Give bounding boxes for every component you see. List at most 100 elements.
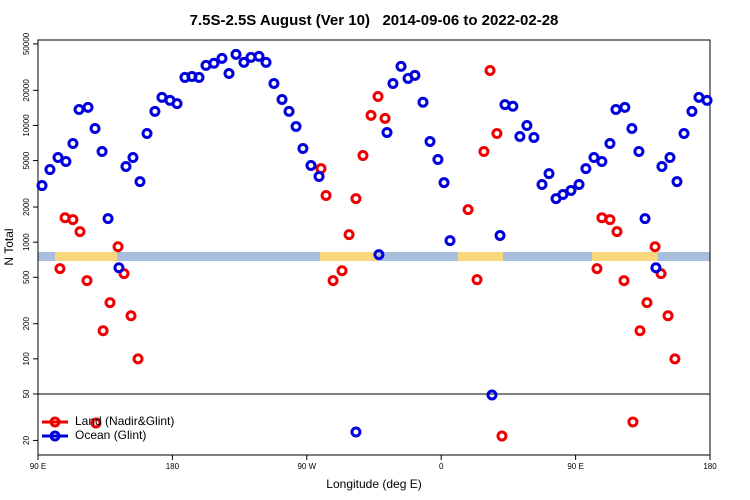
point xyxy=(662,310,674,322)
point xyxy=(67,138,79,150)
point xyxy=(260,56,272,68)
x-tick-label: 90 E xyxy=(567,462,583,471)
y-tick-label: 500 xyxy=(22,270,31,284)
point xyxy=(208,57,220,69)
point xyxy=(112,241,124,253)
legend-label: Ocean (Glint) xyxy=(75,428,146,442)
point xyxy=(478,146,490,158)
point xyxy=(305,159,317,171)
point xyxy=(701,94,713,106)
y-tick-label: 5000 xyxy=(22,151,31,169)
point xyxy=(565,185,577,197)
point xyxy=(253,50,265,62)
point xyxy=(357,149,369,161)
point xyxy=(125,310,137,322)
land-band xyxy=(55,252,117,261)
point xyxy=(686,105,698,117)
chart-title: 7.5S-2.5S August (Ver 10) 2014-09-06 to … xyxy=(190,12,559,29)
x-tick-label: 180 xyxy=(703,462,717,471)
point xyxy=(496,430,508,442)
point xyxy=(619,101,631,113)
point xyxy=(536,178,548,190)
point xyxy=(424,135,436,147)
land-band xyxy=(592,252,658,261)
y-tick-label: 20 xyxy=(22,435,31,444)
point xyxy=(671,176,683,188)
point xyxy=(611,226,623,238)
point xyxy=(543,168,555,180)
point xyxy=(350,193,362,205)
point xyxy=(649,241,661,253)
point xyxy=(327,275,339,287)
y-tick-label: 50000 xyxy=(22,32,31,55)
x-tick-label: 180 xyxy=(166,462,180,471)
point xyxy=(494,230,506,242)
point xyxy=(387,77,399,89)
point xyxy=(634,325,646,337)
land-band xyxy=(458,252,503,261)
point xyxy=(395,60,407,72)
point xyxy=(313,171,325,183)
y-axis-label: N Total xyxy=(2,228,16,265)
legend-label: Land (Nadir&Glint) xyxy=(75,414,174,428)
point xyxy=(491,127,503,139)
point xyxy=(365,109,377,121)
point xyxy=(444,235,456,247)
point xyxy=(89,122,101,134)
point xyxy=(639,213,651,225)
point xyxy=(528,131,540,143)
legend-marker xyxy=(49,416,61,428)
point xyxy=(678,127,690,139)
point xyxy=(113,262,125,274)
point xyxy=(54,263,66,275)
point xyxy=(82,101,94,113)
y-tick-label: 200 xyxy=(22,317,31,331)
point xyxy=(618,275,630,287)
y-tick-label: 50 xyxy=(22,389,31,398)
y-tick-label: 1000 xyxy=(22,233,31,251)
point xyxy=(276,93,288,105)
point xyxy=(373,249,385,261)
point xyxy=(486,389,498,401)
y-tick-label: 2000 xyxy=(22,198,31,216)
y-tick-label: 100 xyxy=(22,352,31,366)
point xyxy=(521,119,533,131)
point xyxy=(60,156,72,168)
point xyxy=(641,297,653,309)
point xyxy=(81,275,93,287)
point xyxy=(557,189,569,201)
point xyxy=(471,274,483,286)
point xyxy=(283,105,295,117)
point xyxy=(149,105,161,117)
y-tick-label: 20000 xyxy=(22,79,31,102)
x-tick-label: 90 W xyxy=(297,462,316,471)
point xyxy=(409,69,421,81)
land-band xyxy=(320,252,378,261)
point xyxy=(74,226,86,238)
point xyxy=(588,152,600,164)
point xyxy=(297,142,309,154)
point xyxy=(573,178,585,190)
point xyxy=(223,67,235,79)
point xyxy=(514,130,526,142)
point xyxy=(134,176,146,188)
point xyxy=(127,152,139,164)
point xyxy=(633,146,645,158)
point xyxy=(627,416,639,428)
point xyxy=(432,153,444,165)
x-tick-label: 0 xyxy=(439,462,444,471)
x-axis-label: Longitude (deg E) xyxy=(326,477,421,491)
point xyxy=(141,127,153,139)
point xyxy=(379,112,391,124)
point xyxy=(36,180,48,192)
point xyxy=(417,96,429,108)
point xyxy=(67,214,79,226)
plot-frame xyxy=(37,39,711,456)
point xyxy=(132,353,144,365)
point xyxy=(90,417,102,429)
point xyxy=(462,204,474,216)
point xyxy=(580,163,592,175)
point xyxy=(320,190,332,202)
x-tick-label: 90 E xyxy=(30,462,46,471)
